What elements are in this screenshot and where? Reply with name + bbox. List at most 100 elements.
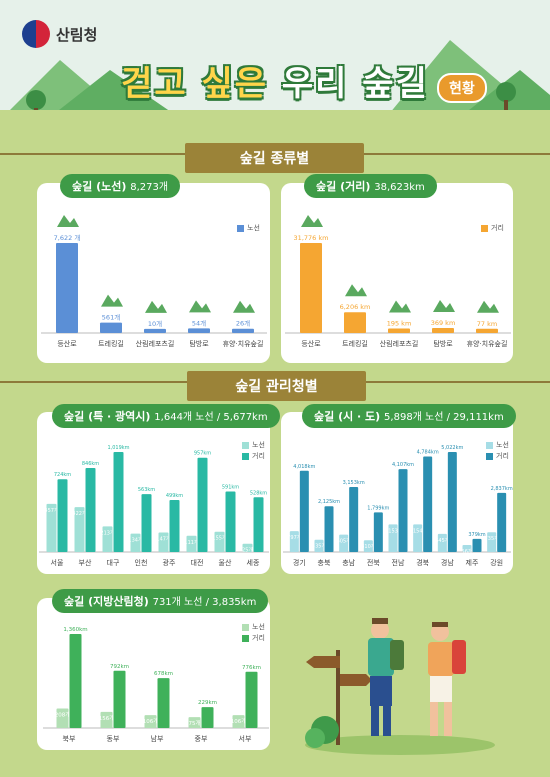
tick-label: 트레킹길 (342, 339, 368, 348)
data-label: 156개 (99, 714, 115, 722)
chart-card-route-distance: 31,776 km 등산로 6,206 km 트레킹길 195 km 산림레포츠길 369 … (281, 183, 513, 363)
bar (398, 469, 408, 552)
tick-label: 광주 (163, 559, 176, 567)
bar (423, 456, 433, 552)
data-label: 3,153km (343, 480, 365, 486)
chart-title-regional-offices: 숲길 (지방산림청) 731개 노선 / 3,835km (52, 589, 269, 613)
mountain-icon (145, 300, 167, 313)
legend-item: 노선 (242, 622, 265, 633)
mountain-icon (101, 294, 123, 307)
data-label: 2,125km (318, 499, 340, 505)
data-label: 422개 (72, 510, 87, 517)
chart-route-distance: 31,776 km 등산로 6,206 km 트레킹길 195 km 산림레포츠길 369 … (285, 215, 511, 348)
data-label: 4,018km (293, 464, 315, 470)
bar (339, 534, 349, 552)
data-label: 75개 (188, 719, 200, 727)
chart-card-provinces: 797개 4,018km 경기 335개 2,125km 충북 605개 3,153km 충남 3… (281, 412, 513, 574)
legend: 노선 거리 (242, 440, 265, 462)
data-label: 369 km (431, 319, 456, 327)
data-label: 10개 (148, 319, 162, 328)
data-label: 591km (222, 484, 239, 490)
bar (324, 506, 334, 552)
tick-label: 대전 (191, 558, 204, 567)
title-badge: 현황 (437, 73, 487, 103)
bar (253, 497, 264, 552)
bar (197, 457, 208, 552)
tick-label: 중부 (195, 735, 208, 743)
legend-label: 노선 (252, 441, 265, 449)
bar (388, 524, 398, 552)
tick-label: 울산 (219, 558, 232, 567)
bar (388, 328, 410, 333)
legend-label: 노선 (496, 441, 509, 449)
bar (157, 678, 170, 728)
legend-swatch (486, 452, 493, 460)
chart-provinces: 797개 4,018km 경기 335개 2,125km 충북 605개 3,153km 충남 3… (283, 445, 513, 567)
page-title: 걷고 싶은 우리 숲길 (0, 56, 550, 105)
bar (144, 715, 157, 728)
tick-label: 탐방로 (433, 339, 453, 348)
data-label: 776km (242, 665, 261, 671)
bar (201, 707, 214, 728)
mountain-icon (301, 215, 323, 227)
tick-label: 서부 (239, 734, 252, 743)
section-title-type: 숲길 종류별 (185, 143, 364, 173)
data-label: 134개 (128, 537, 143, 544)
data-label: 111개 (184, 539, 199, 546)
bar (289, 531, 299, 552)
chart-subtitle: 38,623km (374, 182, 425, 193)
legend: 노선 거리 (486, 440, 509, 462)
chart-metro-cities: 457개 724km 서울 422개 846km 부산 213개 1,019km 대구 134개 5… (39, 445, 269, 567)
data-label: 563km (138, 487, 155, 493)
mountain-icon (233, 300, 255, 313)
legend-label: 노선 (247, 224, 260, 232)
tick-label: 경북 (416, 558, 429, 567)
tick-label: 산림레포츠길 (136, 339, 175, 348)
data-label: 4,107km (392, 462, 414, 468)
bar (314, 539, 324, 552)
chart-title-provinces: 숲길 (시 · 도) 5,898개 노선 / 29,111km (302, 404, 516, 428)
chart-card-route-count: 7,622 개 등산로 561개 트레킹길 10개 산림레포츠길 54개 탐방로 26개 휴양·치… (37, 183, 270, 363)
data-label: 1,019km (107, 445, 129, 451)
bar (214, 531, 225, 552)
legend-swatch (242, 634, 249, 642)
tick-label: 충남 (342, 558, 355, 567)
bar (363, 540, 373, 552)
data-label: 335개 (312, 543, 327, 550)
data-label: 310개 (361, 543, 376, 550)
mountain-icon (189, 300, 211, 313)
data-label: 678km (154, 671, 173, 677)
data-label: 155개 (212, 535, 227, 542)
bar (69, 634, 82, 728)
data-label: 213개 (100, 529, 115, 536)
chart-title: 숲길 (시 · 도) (314, 410, 381, 423)
data-label: 5,022km (441, 445, 463, 451)
chart-title: 숲길 (거리) (316, 180, 371, 193)
tick-label: 경기 (293, 558, 306, 567)
data-label: 1,154개 (408, 527, 427, 534)
data-label: 229km (198, 700, 217, 706)
legend-label: 거리 (252, 452, 265, 460)
data-label: 499km (166, 493, 183, 499)
bar (113, 670, 126, 728)
bar (169, 499, 180, 552)
data-label: 528km (250, 490, 267, 496)
chart-regional-offices: 208개 1,360km 북부 156개 792km 동부 106개 678km 남부 75개 22… (43, 627, 269, 743)
chart-title: 숲길 (노선) (72, 180, 127, 193)
data-label: 195 km (387, 319, 412, 327)
legend: 거리 (481, 223, 504, 233)
legend-swatch (481, 224, 488, 232)
chart-title-route-count: 숲길 (노선) 8,273개 (60, 174, 181, 198)
bar (158, 532, 169, 552)
bar (188, 717, 201, 728)
data-label: 957km (194, 451, 211, 457)
data-label: 106개 (231, 717, 247, 725)
taegeuk-icon (22, 20, 50, 48)
chart-subtitle: 5,898개 노선 / 29,111km (384, 412, 504, 423)
hikers-illustration (305, 618, 495, 755)
bar (85, 467, 96, 552)
tick-label: 북부 (63, 735, 76, 743)
tick-label: 전남 (392, 558, 405, 567)
bar (232, 715, 245, 728)
